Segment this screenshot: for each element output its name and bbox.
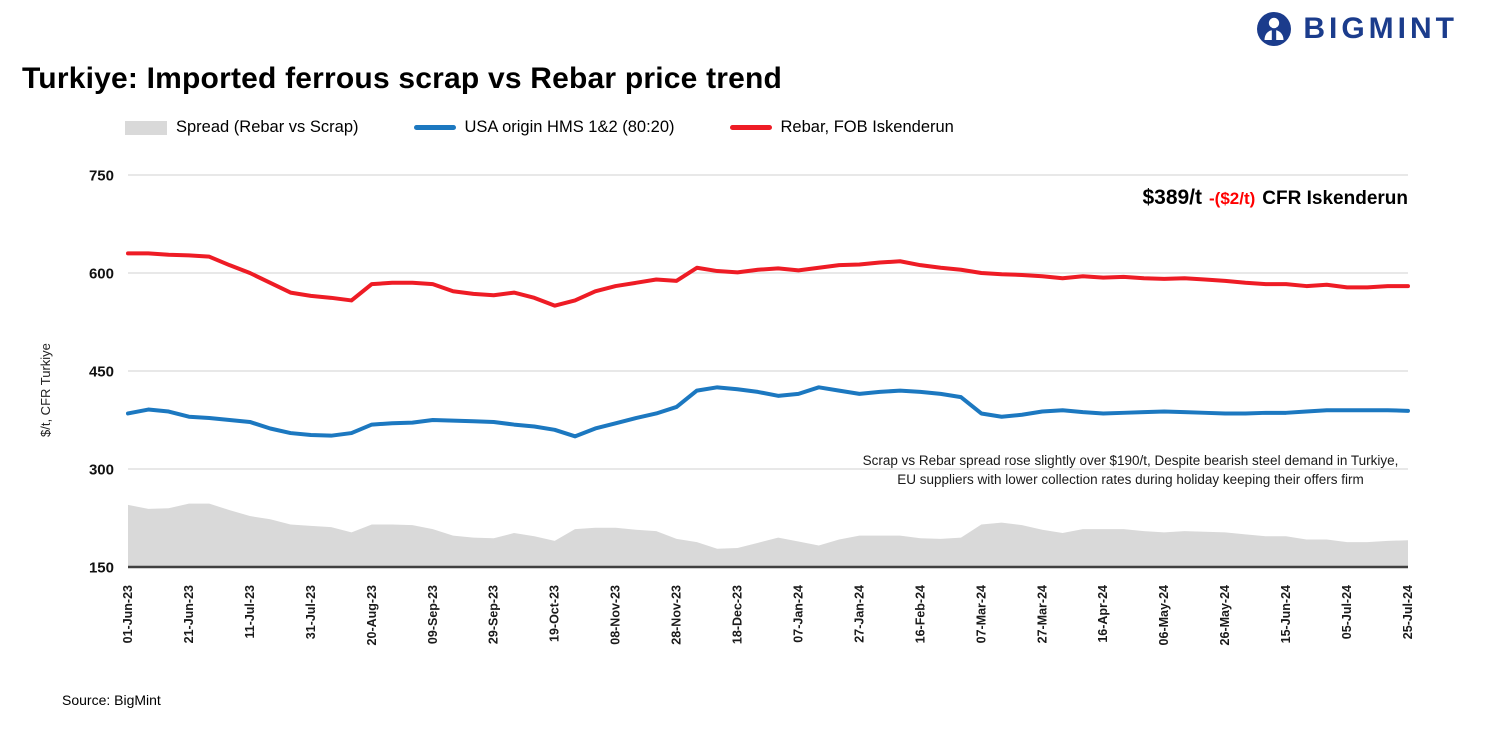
- x-tick-label: 21-Jun-23: [182, 585, 196, 643]
- legend-item-rebar: Rebar, FOB Iskenderun: [729, 118, 954, 137]
- latest-price-change: -($2/t): [1209, 189, 1256, 208]
- rebar-line: [126, 251, 1410, 308]
- x-tick-label: 27-Jan-24: [852, 585, 866, 643]
- legend-label-rebar: Rebar, FOB Iskenderun: [780, 118, 954, 136]
- latest-price-value: $389/t: [1142, 186, 1203, 209]
- x-tick-label: 28-Nov-23: [670, 585, 684, 645]
- legend-item-scrap: USA origin HMS 1&2 (80:20): [413, 118, 675, 137]
- chart-legend: Spread (Rebar vs Scrap) USA origin HMS 1…: [125, 118, 954, 137]
- y-tick-label: 150: [89, 560, 114, 577]
- legend-label-spread: Spread (Rebar vs Scrap): [176, 118, 359, 136]
- x-tick-label: 29-Sep-23: [487, 585, 501, 644]
- y-tick-label: 750: [89, 168, 114, 185]
- x-tick-label: 08-Nov-23: [609, 585, 623, 645]
- x-tick-label: 05-Jul-24: [1340, 585, 1354, 639]
- x-tick-label: 25-Jul-24: [1401, 585, 1415, 639]
- latest-price-basis: CFR Iskenderun: [1262, 188, 1408, 209]
- spread-area: [128, 503, 1408, 567]
- x-tick-label: 26-May-24: [1218, 585, 1232, 645]
- x-tick-label: 07-Jan-24: [791, 585, 805, 643]
- legend-item-spread: Spread (Rebar vs Scrap): [125, 118, 359, 137]
- bigmint-logo-icon: [1257, 12, 1292, 46]
- x-tick-label: 16-Apr-24: [1096, 585, 1110, 643]
- bigmint-logo-text: BIGMINT: [1303, 12, 1458, 45]
- y-tick-label: 450: [89, 364, 114, 381]
- chart-area: 150 300 450 600 750 01-Jun-23 21-Jun-23 11-Jul-…: [60, 160, 1420, 665]
- x-tick-label: 27-Mar-24: [1035, 585, 1049, 643]
- x-tick-label: 18-Dec-23: [731, 585, 745, 644]
- source-text: Source: BigMint: [62, 692, 161, 708]
- y-tick-label: 300: [89, 462, 114, 479]
- x-tick-label: 19-Oct-23: [548, 585, 562, 642]
- legend-swatch-spread: [125, 120, 167, 135]
- latest-price-annotation: $389/t -($2/t) CFR Iskenderun: [1142, 186, 1408, 210]
- x-tick-label: 07-Mar-24: [974, 585, 988, 643]
- x-tick-label: 11-Jul-23: [243, 585, 257, 639]
- bigmint-logo: BIGMINT: [1255, 10, 1458, 48]
- legend-swatch-rebar: [729, 125, 772, 130]
- x-tick-label: 15-Jun-24: [1279, 585, 1293, 643]
- x-tick-label: 06-May-24: [1157, 585, 1171, 645]
- page-title: Turkiye: Imported ferrous scrap vs Rebar…: [22, 62, 783, 96]
- x-tick-label: 16-Feb-24: [913, 585, 927, 643]
- x-tick-label: 20-Aug-23: [365, 585, 379, 645]
- chart-note-annotation: Scrap vs Rebar spread rose slightly over…: [862, 453, 1399, 487]
- x-tick-label: 31-Jul-23: [304, 585, 318, 639]
- scrap-line: [126, 385, 1410, 439]
- y-axis-title: $/t, CFR Turkiye: [38, 343, 53, 437]
- price-trend-chart: 150 300 450 600 750 01-Jun-23 21-Jun-23 11-Jul-…: [89, 168, 1415, 646]
- x-tick-label: 01-Jun-23: [121, 585, 135, 643]
- legend-swatch-scrap: [413, 125, 456, 130]
- y-tick-label: 600: [89, 266, 114, 283]
- legend-label-scrap: USA origin HMS 1&2 (80:20): [464, 118, 675, 136]
- x-tick-label: 09-Sep-23: [426, 585, 440, 644]
